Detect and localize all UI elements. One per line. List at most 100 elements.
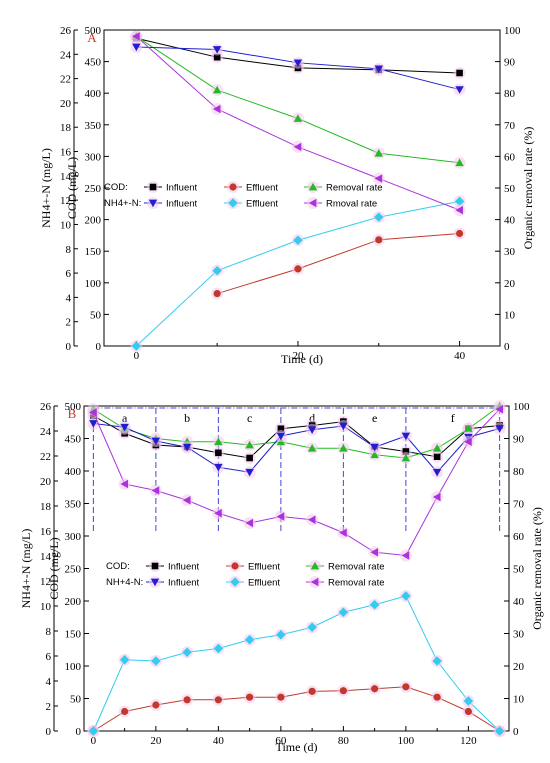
b-cod-tick-label-2: 100 xyxy=(65,661,82,673)
a-cod-axis-title: COD (mg/L) xyxy=(65,157,79,219)
b-legend-label-5: Removal rate xyxy=(328,578,385,589)
a-series-nh4n-rmoval-rate-point-1-shape xyxy=(212,104,221,114)
a-nh4-tick-label-10: 20 xyxy=(60,98,72,110)
b-nh4-tick-label-0: 0 xyxy=(46,726,52,738)
b-legend-marker-1-shape xyxy=(231,562,239,570)
b-series-nh4n-influent-point-6-shape xyxy=(276,432,286,441)
b-legend-cod-prefix: COD: xyxy=(106,561,130,572)
a-series-cod-effluent-point-2 xyxy=(372,233,385,246)
b-series-nh4n-influent-point-3-shape xyxy=(182,443,192,452)
b-x-axis-title: Time (d) xyxy=(276,740,318,754)
b-series-nh4n-influent-point-1-shape xyxy=(120,423,129,432)
b-series-nh4n-influent-point-4 xyxy=(212,461,225,474)
a-rate-tick-label-2: 20 xyxy=(504,278,516,290)
b-stage-label-f: f xyxy=(451,411,455,425)
a-cod-tick-label-10: 500 xyxy=(85,25,102,37)
b-series-cod-removal-rate-point-7 xyxy=(306,442,319,455)
b-series-cod-influent-point-6-shape xyxy=(277,425,285,433)
a-legend-nh4-prefix: NH4+-N: xyxy=(104,198,141,209)
a-legend-label-0: Influent xyxy=(166,183,198,194)
a-series-nh4n-effluent-point-4-shape xyxy=(454,196,465,207)
b-series-nh4n-removal-rate-point-10-shape xyxy=(401,551,410,560)
a-legend-marker-3-shape xyxy=(148,199,158,208)
b-series-nh4n-removal-rate-point-9-shape xyxy=(370,548,378,557)
b-series-nh4n-effluent-point-9-shape xyxy=(369,600,380,610)
b-series-cod-influent-point-11-shape xyxy=(433,453,441,460)
a-series-nh4n-rmoval-rate-point-3-shape xyxy=(374,174,383,183)
a-series-cod-removal-rate-point-2-shape xyxy=(293,114,303,122)
b-series-cod-effluent-point-3 xyxy=(181,693,194,706)
b-series-nh4n-influent-point-0-shape xyxy=(89,420,98,428)
b-legend-marker-2-shape xyxy=(310,561,320,570)
b-series-nh4n-removal-rate-point-6-shape xyxy=(276,512,285,521)
b-nh4-tick-label-7: 14 xyxy=(40,551,52,563)
a-series-nh4n-effluent-point-2-shape xyxy=(293,235,303,245)
a-rate-tick-label-1: 10 xyxy=(504,309,516,321)
b-series-nh4n-removal-rate-point-8 xyxy=(337,526,350,539)
b-x-tick-label-5: 100 xyxy=(398,735,415,747)
a-nh4-tick-label-0: 0 xyxy=(66,341,72,353)
b-series-nh4n-effluent-point-12 xyxy=(462,695,475,707)
a-series-cod-removal-rate-point-2 xyxy=(291,112,304,125)
a-series-nh4n-influent-point-4-shape xyxy=(455,86,464,94)
b-rate-tick-label-2: 20 xyxy=(513,661,525,673)
b-series-nh4n-effluent-point-2-shape xyxy=(151,656,161,666)
b-stage-label-b: b xyxy=(184,411,190,425)
a-legend-marker-5 xyxy=(307,197,319,209)
b-series-nh4n-effluent-point-3 xyxy=(181,646,194,659)
b-series-nh4n-removal-rate-point-4 xyxy=(212,507,225,520)
b-series-cod-removal-rate-point-9-shape xyxy=(370,450,379,459)
a-series-cod-effluent-point-3-shape xyxy=(455,229,464,238)
b-series-nh4n-influent-point-9-shape xyxy=(370,443,379,452)
b-series-nh4n-removal-rate-point-1 xyxy=(118,478,131,490)
b-series-nh4n-removal-rate-point-0 xyxy=(87,406,100,419)
b-series-nh4n-influent-point-11 xyxy=(431,466,444,479)
b-series-nh4n-removal-rate-point-4-shape xyxy=(214,509,222,518)
a-legend-cod-prefix: COD: xyxy=(104,182,128,193)
b-legend-label-3: Influent xyxy=(168,578,200,589)
b-nh4-axis-title: NH4+-N (mg/L) xyxy=(19,529,33,609)
b-series-nh4n-effluent-point-6-shape xyxy=(276,630,286,640)
b-cod-axis-title: COD (mg/L) xyxy=(47,537,61,599)
a-nh4-tick-label-1: 2 xyxy=(66,317,72,329)
b-legend: COD: NH+4-N: Influent Effluent Removal rate I… xyxy=(106,560,385,589)
a-x-tick-label-1: 20 xyxy=(292,350,304,362)
a-legend-marker-4 xyxy=(227,197,239,209)
b-series-nh4n-effluent-point-3-shape xyxy=(182,647,192,657)
b-rate-axis-title: Organic removal rate (%) xyxy=(530,507,544,630)
b-x-tick-label-2: 40 xyxy=(213,735,225,747)
b-rate-tick-label-3: 30 xyxy=(513,629,525,641)
a-rate-tick-label-6: 60 xyxy=(504,151,516,163)
b-series-cod-influent-point-5-shape xyxy=(246,454,253,462)
b-stage-label-c: c xyxy=(247,411,252,425)
b-nh4-tick-label-4: 8 xyxy=(46,626,52,638)
a-series-cod-effluent-point-0-shape xyxy=(213,289,221,298)
a-x-tick-label-2: 40 xyxy=(454,350,466,362)
b-series-nh4n-removal-rate-point-3 xyxy=(181,494,194,507)
a-nh4-tick-label-8: 16 xyxy=(60,147,72,159)
a-series-nh4n-rmoval-rate-point-0 xyxy=(130,30,143,43)
a-series-nh4n-effluent-point-0-shape xyxy=(131,341,142,351)
a-panel-letter: A xyxy=(87,30,97,45)
b-stage-label-a: a xyxy=(122,411,128,425)
b-stage-label-e: e xyxy=(372,411,377,425)
a-cod-tick-label-7: 350 xyxy=(85,120,102,132)
b-nh4-tick-label-5: 10 xyxy=(40,601,52,613)
a-series-nh4n-influent-point-0 xyxy=(130,41,143,54)
a-legend-label-3: Influent xyxy=(166,199,198,210)
b-series-nh4n-removal-rate-point-13-shape xyxy=(495,405,503,414)
b-legend-marker-5 xyxy=(309,576,321,588)
b-series-nh4n-effluent-point-4-shape xyxy=(213,643,224,654)
a-legend-label-4: Effluent xyxy=(246,199,278,210)
b-series-nh4n-removal-rate-point-10 xyxy=(399,549,412,562)
b-series-nh4n-effluent-point-1-shape xyxy=(119,655,130,665)
a-series-cod-removal-rate-point-1-shape xyxy=(212,85,222,94)
b-series-cod-removal-rate-point-10-shape xyxy=(401,453,411,462)
a-cod-tick-label-0: 0 xyxy=(96,341,102,353)
a-legend-marker-2 xyxy=(307,181,319,193)
a-legend-marker-1-shape xyxy=(229,183,237,191)
b-series-cod-influent-point-5 xyxy=(243,452,256,464)
a-nh4-tick-label-4: 8 xyxy=(66,244,72,256)
b-series-nh4n-effluent-point-13 xyxy=(493,725,506,737)
b-series-cod-effluent-point-7-shape xyxy=(308,687,316,695)
